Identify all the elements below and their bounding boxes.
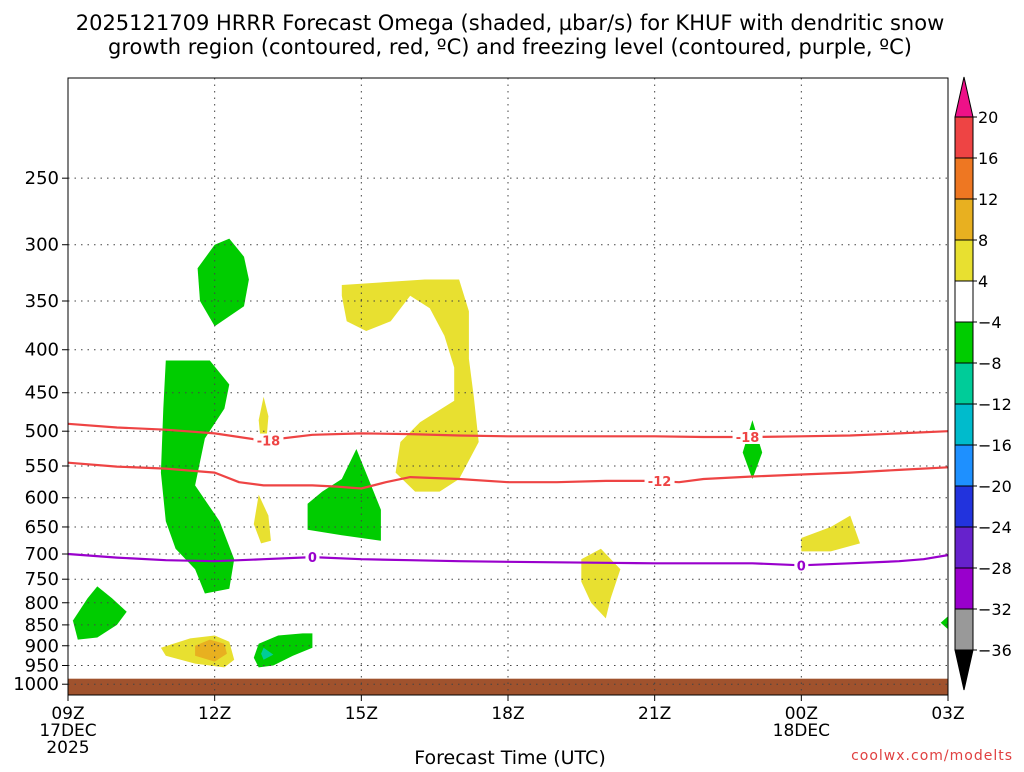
- y-tick-label: 850: [25, 615, 59, 636]
- x-tick-label: 21Z: [638, 704, 671, 724]
- colorbar-bin: [954, 444, 974, 487]
- colorbar: 20 16 12 8 4 −4 −8 −12 −16 −20 −24 −28 −32 −36: [954, 76, 1012, 691]
- colorbar-level-label: 20: [978, 108, 998, 127]
- colorbar-bin: [954, 198, 974, 241]
- y-tick-label: 500: [25, 421, 59, 442]
- x-tick-label: 12Z: [198, 704, 231, 724]
- y-tick-label: 800: [25, 593, 59, 614]
- contour-label: 0: [308, 551, 317, 566]
- colorbar-bin: [954, 321, 974, 364]
- x-tick-label: 18Z: [491, 704, 524, 724]
- y-tick-label: 700: [25, 544, 59, 565]
- ground-fill: [68, 678, 948, 695]
- omega-region: [261, 647, 274, 660]
- colorbar-bin: [954, 116, 974, 159]
- contour-label-bg: [794, 558, 809, 573]
- x-tick-label: 09Z: [51, 704, 84, 724]
- colorbar-level-label: −28: [978, 559, 1012, 578]
- y-tick-label: 600: [25, 488, 59, 509]
- colorbar-bin: [954, 239, 974, 282]
- colorbar-level-label: −4: [978, 313, 1002, 332]
- contour-label: -12: [648, 475, 672, 490]
- contour-label-bg: [732, 429, 763, 444]
- omega-region: [253, 633, 313, 668]
- y-tick-label: 300: [25, 235, 59, 256]
- colorbar-level-label: −8: [978, 354, 1002, 373]
- colorbar-bin: [954, 526, 974, 569]
- colorbar-level-label: −16: [978, 436, 1012, 455]
- colorbar-over-arrow: [954, 76, 974, 118]
- colorbar-level-label: −20: [978, 477, 1012, 496]
- axes: 2503003504004505005506006507007508008509…: [13, 77, 965, 758]
- y-tick-label: 1000: [13, 674, 59, 695]
- y-tick-label: 400: [25, 340, 59, 361]
- contour-label: -18: [736, 431, 760, 446]
- y-tick-label: 650: [25, 517, 59, 538]
- x-tick-label: 03Z: [931, 704, 964, 724]
- colorbar-under-arrow: [954, 649, 974, 691]
- colorbar-level-label: −12: [978, 395, 1012, 414]
- y-tick-label: 250: [25, 168, 59, 189]
- omega-region: [742, 420, 763, 479]
- colorbar-level-label: −32: [978, 600, 1012, 619]
- y-tick-label: 450: [25, 383, 59, 404]
- chart-title-line-1: 2025121709 HRRR Forecast Omega (shaded, …: [76, 11, 945, 35]
- x-tick-label: 00Z: [785, 704, 818, 724]
- colorbar-bin: [954, 280, 974, 323]
- colorbar-level-label: −24: [978, 518, 1012, 537]
- omega-region: [581, 548, 621, 619]
- omega-region: [72, 586, 127, 640]
- contour-line: [68, 552, 948, 567]
- plot-area: -18 -18 -12 0 0: [68, 78, 948, 695]
- colorbar-level-label: −36: [978, 641, 1012, 660]
- colorbar-bin: [954, 403, 974, 446]
- y-tick-label: 950: [25, 655, 59, 676]
- x-axis-label: Forecast Time (UTC): [414, 747, 605, 768]
- omega-region: [258, 396, 269, 446]
- contour-label-bg: [644, 473, 675, 488]
- chart-title-line-2: growth region (contoured, red, ºC) and f…: [108, 35, 912, 59]
- omega-region: [801, 515, 860, 552]
- omega-region: [341, 279, 479, 492]
- omega-region: [307, 449, 381, 541]
- contour-label-bg: [305, 550, 320, 565]
- y-tick-label: 750: [25, 569, 59, 590]
- y-tick-label: 900: [25, 636, 59, 657]
- contour-label-bg: [253, 433, 284, 448]
- colorbar-level-label: 4: [978, 272, 988, 291]
- y-tick-label: 350: [25, 291, 59, 312]
- colorbar-bin: [954, 608, 974, 651]
- x-tick-sublabel: 17DEC: [39, 721, 96, 741]
- contour-label: 0: [797, 559, 806, 574]
- y-tick-label: 550: [25, 456, 59, 477]
- omega-region: [940, 616, 948, 630]
- x-tick-label: 15Z: [345, 704, 378, 724]
- colorbar-level-label: 8: [978, 231, 988, 250]
- colorbar-bin: [954, 157, 974, 200]
- omega-region: [160, 360, 235, 594]
- contour-label: -18: [257, 435, 281, 450]
- colorbar-bin: [954, 362, 974, 405]
- plot-clip-group: -18 -18 -12 0 0: [68, 78, 948, 695]
- colorbar-level-label: 12: [978, 190, 998, 209]
- credit-text: coolwx.com/modelts: [851, 748, 1013, 764]
- contour-line: [68, 461, 948, 490]
- omega-region: [197, 238, 249, 327]
- x-tick-sublabel: 18DEC: [773, 721, 830, 741]
- omega-region: [195, 639, 227, 662]
- colorbar-level-label: 16: [978, 149, 998, 168]
- x-tick-sublabel: 2025: [46, 738, 89, 758]
- contour-line: [68, 422, 948, 442]
- colorbar-bin: [954, 567, 974, 610]
- colorbar-bin: [954, 485, 974, 528]
- omega-region: [253, 494, 271, 544]
